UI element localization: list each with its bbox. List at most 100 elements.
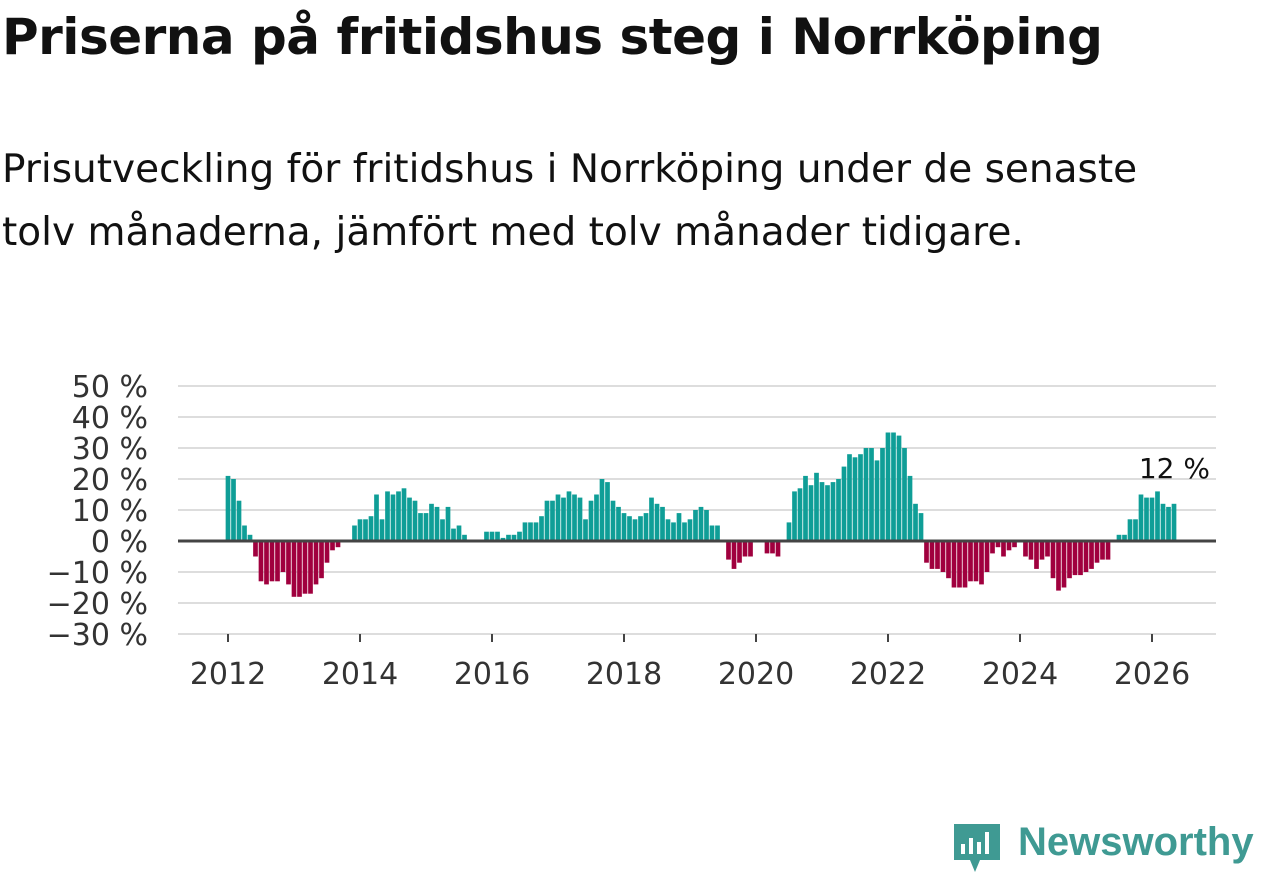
bar [577,497,583,541]
bar [258,541,264,582]
bar [693,510,698,541]
bar [1166,506,1171,541]
bar [962,541,968,588]
bar-chart: 50 %40 %30 %20 %10 %0 %−10 %−20 %−30 % 2… [47,370,1216,692]
bar [308,541,313,594]
x-tick-label: 2012 [190,657,266,692]
bar [935,541,940,569]
bar [627,516,632,541]
y-tick-label: 10 % [72,494,148,529]
bar [1089,541,1094,569]
bar [544,500,550,541]
bar [852,457,858,541]
bar [423,513,429,541]
bar [957,541,962,588]
bar [280,541,286,572]
bar [1155,491,1160,541]
y-tick-label: 30 % [72,432,148,467]
bar-series [225,432,1177,597]
bar [803,475,808,541]
bar [863,448,869,541]
bar [896,435,902,541]
bar [324,541,330,563]
bar [335,541,341,548]
bar [1072,541,1078,576]
bar [1067,541,1072,579]
bar [748,541,753,557]
bar [374,494,379,541]
y-tick-label: −10 % [47,556,148,591]
bar [588,500,594,541]
bar [610,500,616,541]
bar [968,541,973,582]
bar [880,448,885,541]
x-tick-label: 2020 [718,657,794,692]
bar [704,510,709,541]
bar [1149,497,1155,541]
bar [654,503,660,541]
bar [1083,541,1089,572]
bar [445,506,451,541]
bar [841,466,847,541]
bar [616,506,621,541]
bar [929,541,935,569]
bar [396,491,401,541]
bar [357,519,363,541]
bar [572,494,577,541]
y-tick-label: 0 % [91,525,148,560]
bar [462,534,467,541]
bar [533,522,539,541]
x-tick-label: 2024 [982,657,1058,692]
bar [737,541,742,563]
newsworthy-brand: Newsworthy [948,818,1258,878]
bar [984,541,990,572]
bar [379,519,385,541]
bar [225,475,231,541]
bar [715,525,720,541]
bar [390,494,396,541]
bar [1094,541,1100,563]
bar [1133,519,1138,541]
bar [528,522,533,541]
bar [500,537,506,541]
bar [682,522,687,541]
bar [814,472,819,541]
bar [885,432,891,541]
bar [489,531,495,541]
brand-name: Newsworthy [1018,820,1254,864]
bar [506,534,511,541]
bar [665,519,671,541]
bar [1050,541,1056,579]
bar [698,506,704,541]
bar [286,541,291,585]
bar [253,541,258,557]
bar [1160,503,1166,541]
bar [918,513,924,541]
bar [874,460,880,541]
bar [511,534,517,541]
bar [1039,541,1045,560]
bar [291,541,297,597]
bar [517,531,522,541]
bar [313,541,319,585]
y-tick-label: −20 % [47,587,148,622]
bar [726,541,731,560]
y-tick-label: 20 % [72,463,148,498]
bar [583,519,588,541]
bar [638,516,643,541]
bar [418,513,423,541]
x-tick-label: 2018 [586,657,662,692]
bar [385,491,390,541]
bar [836,479,841,541]
bar [1122,534,1127,541]
bar [731,541,737,569]
bar [946,541,951,579]
bar [742,541,748,557]
bar [302,541,308,594]
bar [1034,541,1039,569]
bar [808,485,814,541]
bar [671,522,676,541]
x-tick-label: 2016 [454,657,530,692]
bar [847,454,852,541]
bar [979,541,984,585]
